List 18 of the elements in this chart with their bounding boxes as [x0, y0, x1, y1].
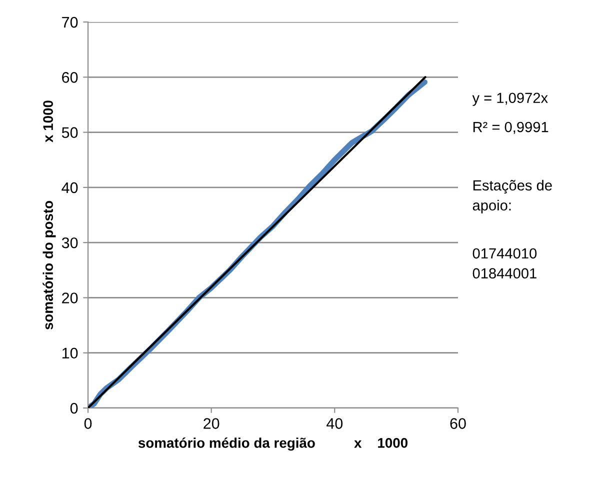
- x-axis-title: somatório médio da região x 1000: [138, 438, 408, 451]
- x-tick-label: 60: [450, 418, 466, 429]
- y-tick-label: 70: [62, 16, 78, 28]
- y-tick-label: 40: [62, 182, 78, 194]
- y-tick-label: 10: [62, 348, 78, 359]
- x-tick-label: 0: [84, 418, 92, 429]
- x-tick-label: 20: [204, 418, 220, 429]
- text: Estações de apoio:: [472, 180, 552, 214]
- y-axis-title: somatório do posto x 1000: [42, 100, 56, 330]
- y-tick-label: 20: [62, 292, 78, 304]
- text: 01744010 01844001: [472, 248, 537, 279]
- x-tick-label: 40: [326, 418, 343, 429]
- y-tick-label: 50: [62, 127, 78, 138]
- y-tick-label: 0: [70, 402, 78, 414]
- y-tick-label: 60: [62, 72, 78, 83]
- text: y = 1,0972x: [472, 92, 548, 106]
- text: R² = 0,9991: [473, 122, 548, 134]
- y-tick-label: 30: [62, 237, 78, 248]
